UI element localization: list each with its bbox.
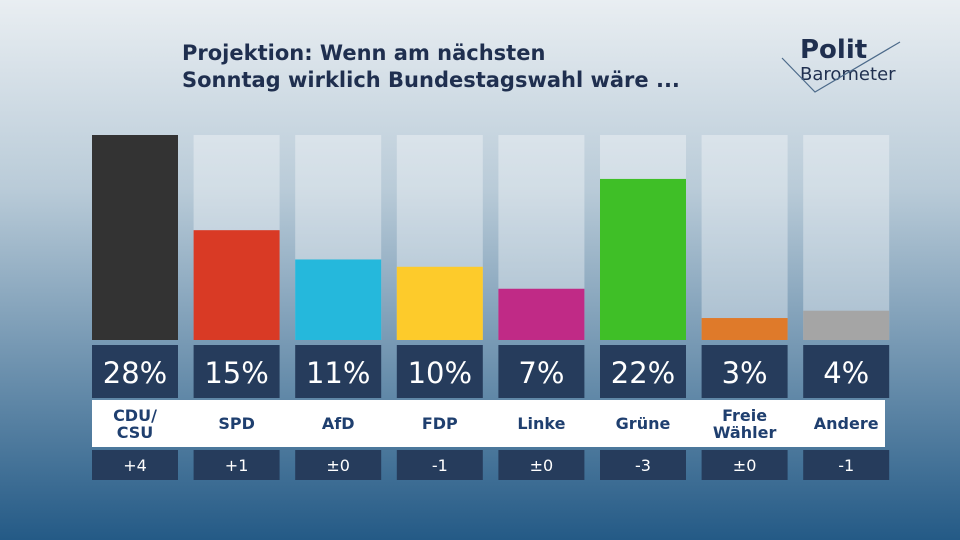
change-box xyxy=(701,450,788,480)
category-label: CDU/ CSU xyxy=(113,405,157,442)
value-label: 7% xyxy=(518,356,564,390)
change-box xyxy=(295,450,382,480)
bar xyxy=(701,318,788,340)
value-box xyxy=(600,345,686,398)
change-box xyxy=(92,450,178,480)
change-label: +1 xyxy=(225,456,249,475)
change-box xyxy=(396,450,483,480)
bar xyxy=(193,230,280,340)
change-label: -1 xyxy=(432,456,448,475)
bar-track xyxy=(803,135,890,340)
value-box xyxy=(193,345,280,398)
bar-track xyxy=(701,135,788,340)
value-label: 10% xyxy=(408,356,472,390)
bar xyxy=(396,266,483,340)
category-label: FDP xyxy=(421,414,458,433)
change-label: ±0 xyxy=(326,456,350,475)
value-label: 3% xyxy=(722,356,768,390)
change-box xyxy=(193,450,280,480)
chart-title: Projektion: Wenn am nächsten Sonntag wir… xyxy=(182,41,680,92)
logo-polit: Polit xyxy=(800,35,867,65)
category-label: Freie Wähler xyxy=(712,405,777,442)
bar xyxy=(92,135,178,340)
logo-barometer: Barometer xyxy=(800,64,896,85)
value-box xyxy=(295,345,382,398)
change-box xyxy=(600,450,686,480)
value-label: 22% xyxy=(611,356,675,390)
change-box xyxy=(803,450,890,480)
value-label: 28% xyxy=(103,356,167,390)
value-label: 4% xyxy=(823,356,869,390)
bar xyxy=(498,288,585,340)
category-label: Grüne xyxy=(615,414,671,433)
category-label: Andere xyxy=(813,414,879,433)
change-label: ±0 xyxy=(530,456,554,475)
category-strip xyxy=(92,400,885,447)
change-box xyxy=(498,450,585,480)
value-box xyxy=(803,345,890,398)
bar xyxy=(803,310,890,340)
value-box xyxy=(92,345,178,398)
change-label: -1 xyxy=(838,456,854,475)
logo-check xyxy=(781,41,901,93)
category-label: Linke xyxy=(517,414,566,433)
bar xyxy=(295,259,382,340)
category-label: AfD xyxy=(321,414,355,433)
change-label: ±0 xyxy=(733,456,757,475)
change-label: -3 xyxy=(635,456,651,475)
bar xyxy=(600,178,686,340)
change-label: +4 xyxy=(123,456,147,475)
value-box xyxy=(498,345,585,398)
value-label: 15% xyxy=(204,356,268,390)
value-box xyxy=(396,345,483,398)
value-label: 11% xyxy=(306,356,370,390)
value-box xyxy=(701,345,788,398)
category-label: SPD xyxy=(218,414,255,433)
